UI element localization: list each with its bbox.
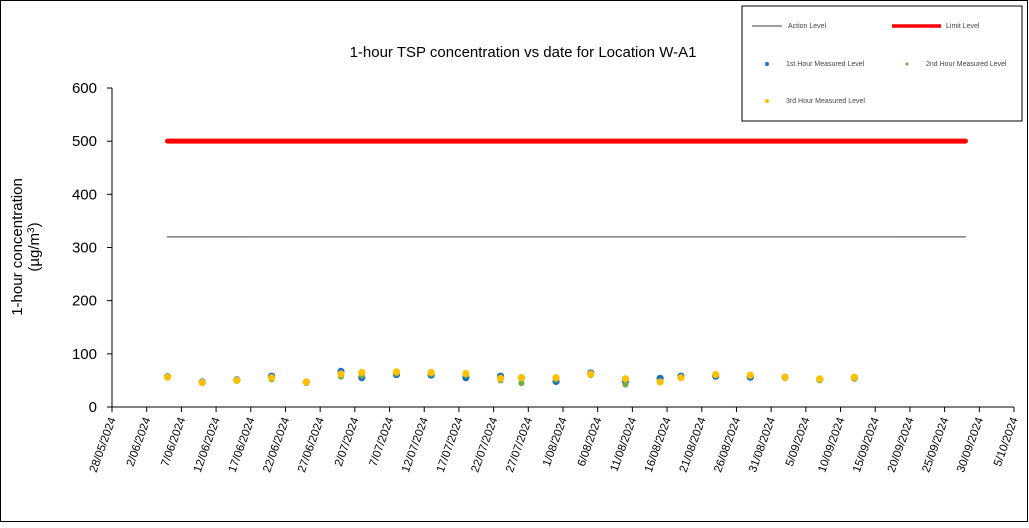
series-2-point bbox=[622, 381, 629, 388]
series-3-point bbox=[816, 375, 824, 383]
legend-action-level-label: Action Level bbox=[788, 23, 827, 30]
chart-title: 1-hour TSP concentration vs date for Loc… bbox=[350, 44, 697, 61]
series-3-point bbox=[677, 374, 685, 382]
legend-3rd-hour-label: 3rd Hour Measured Level bbox=[786, 98, 865, 105]
y-tick-label: 400 bbox=[72, 186, 97, 203]
legend-box bbox=[741, 5, 1023, 122]
y-tick-label: 500 bbox=[72, 133, 97, 150]
series-3-point bbox=[712, 370, 720, 379]
series-3-point bbox=[198, 378, 206, 387]
y-axis-label-sup: 3 bbox=[26, 227, 37, 233]
legend-2nd-hour-swatch bbox=[905, 62, 909, 66]
legend-2nd-hour-label: 2nd Hour Measured Level bbox=[926, 61, 1007, 68]
y-axis-label-close: ) bbox=[26, 222, 43, 227]
series-3-point bbox=[746, 371, 754, 379]
series-3-point bbox=[517, 374, 525, 382]
series-3-point bbox=[427, 368, 435, 377]
y-axis-label-unit: (µg/m bbox=[26, 233, 43, 272]
y-axis-label-line2: (µg/m3) bbox=[26, 222, 43, 271]
series-3-point bbox=[850, 373, 859, 381]
series-3-point bbox=[233, 376, 241, 385]
y-axis-label: 1-hour concentration (µg/m3) bbox=[9, 178, 43, 316]
y-tick-label: 300 bbox=[72, 240, 97, 257]
legend-1st-hour-label: 1st Hour Measured Level bbox=[786, 61, 865, 68]
series-3-point bbox=[462, 369, 470, 378]
y-tick-label: 0 bbox=[89, 399, 97, 416]
y-tick-label: 200 bbox=[72, 293, 97, 310]
series-3-point bbox=[267, 374, 276, 382]
reference-lines bbox=[165, 138, 968, 238]
series-3-point bbox=[337, 370, 345, 378]
y-axis-label-line1: 1-hour concentration bbox=[9, 178, 26, 316]
series-3-point bbox=[496, 374, 505, 382]
y-tick-label: 100 bbox=[72, 346, 97, 363]
y-ticks: 0 100 200 300 400 500 600 bbox=[72, 80, 112, 416]
series-3-point bbox=[163, 373, 172, 381]
legend-3rd-hour-swatch bbox=[765, 99, 769, 103]
series-3-point bbox=[656, 378, 664, 386]
series-3-point bbox=[587, 370, 595, 378]
series-3-point bbox=[621, 375, 630, 383]
y-tick-label: 600 bbox=[72, 80, 97, 97]
legend: Action Level Limit Level 1st Hour Measur… bbox=[741, 5, 1023, 122]
series-3-point bbox=[358, 368, 366, 377]
legend-1st-hour-swatch bbox=[765, 62, 769, 66]
legend-limit-level-label: Limit Level bbox=[946, 23, 980, 30]
data-points bbox=[163, 367, 859, 388]
series-3-point bbox=[552, 374, 560, 382]
series-2-point bbox=[518, 380, 525, 387]
series-3-point bbox=[302, 378, 310, 386]
series-3-point bbox=[392, 368, 401, 376]
series-3-point bbox=[781, 373, 789, 381]
